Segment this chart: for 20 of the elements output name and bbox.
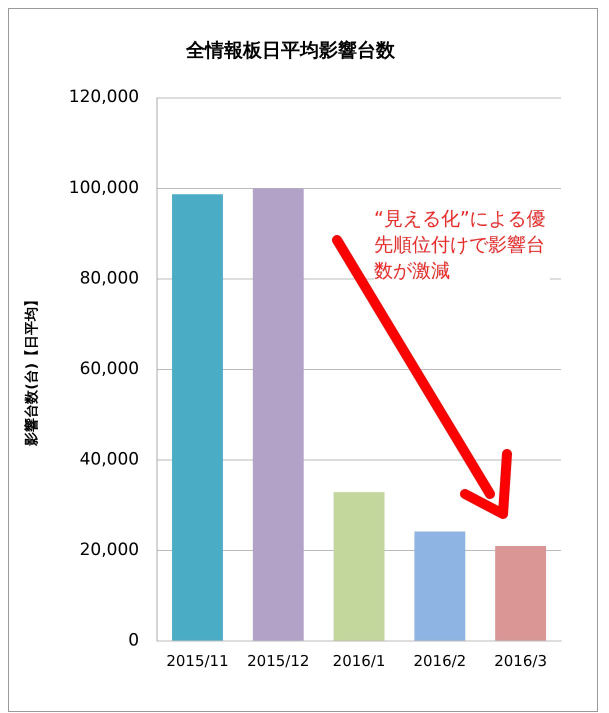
annotation: “見える化”による優先順位付けで影響台数が激減 bbox=[374, 206, 550, 284]
y-axis-title: 影響台数(台)【日平均】 bbox=[23, 293, 40, 447]
bar bbox=[252, 188, 304, 640]
x-tick-label: 2015/11 bbox=[166, 652, 229, 670]
x-tick-label: 2016/1 bbox=[332, 652, 386, 670]
y-tick-label: 0 bbox=[128, 630, 140, 650]
x-tick-label: 2015/12 bbox=[247, 652, 310, 670]
x-tick-label: 2016/3 bbox=[494, 652, 547, 670]
chart-title: 全情報板日平均影響台数 bbox=[185, 39, 396, 62]
y-tick-label: 80,000 bbox=[80, 268, 140, 288]
y-tick-label: 120,000 bbox=[68, 87, 140, 108]
bar bbox=[172, 194, 223, 640]
bar bbox=[414, 531, 466, 640]
bar bbox=[495, 546, 546, 640]
y-tick-label: 60,000 bbox=[80, 358, 140, 379]
y-tick-label: 100,000 bbox=[68, 178, 140, 198]
y-tick-label: 40,000 bbox=[80, 449, 140, 470]
bar bbox=[334, 492, 384, 640]
y-tick-label: 20,000 bbox=[80, 540, 140, 560]
x-tick-label: 2016/2 bbox=[413, 652, 466, 670]
